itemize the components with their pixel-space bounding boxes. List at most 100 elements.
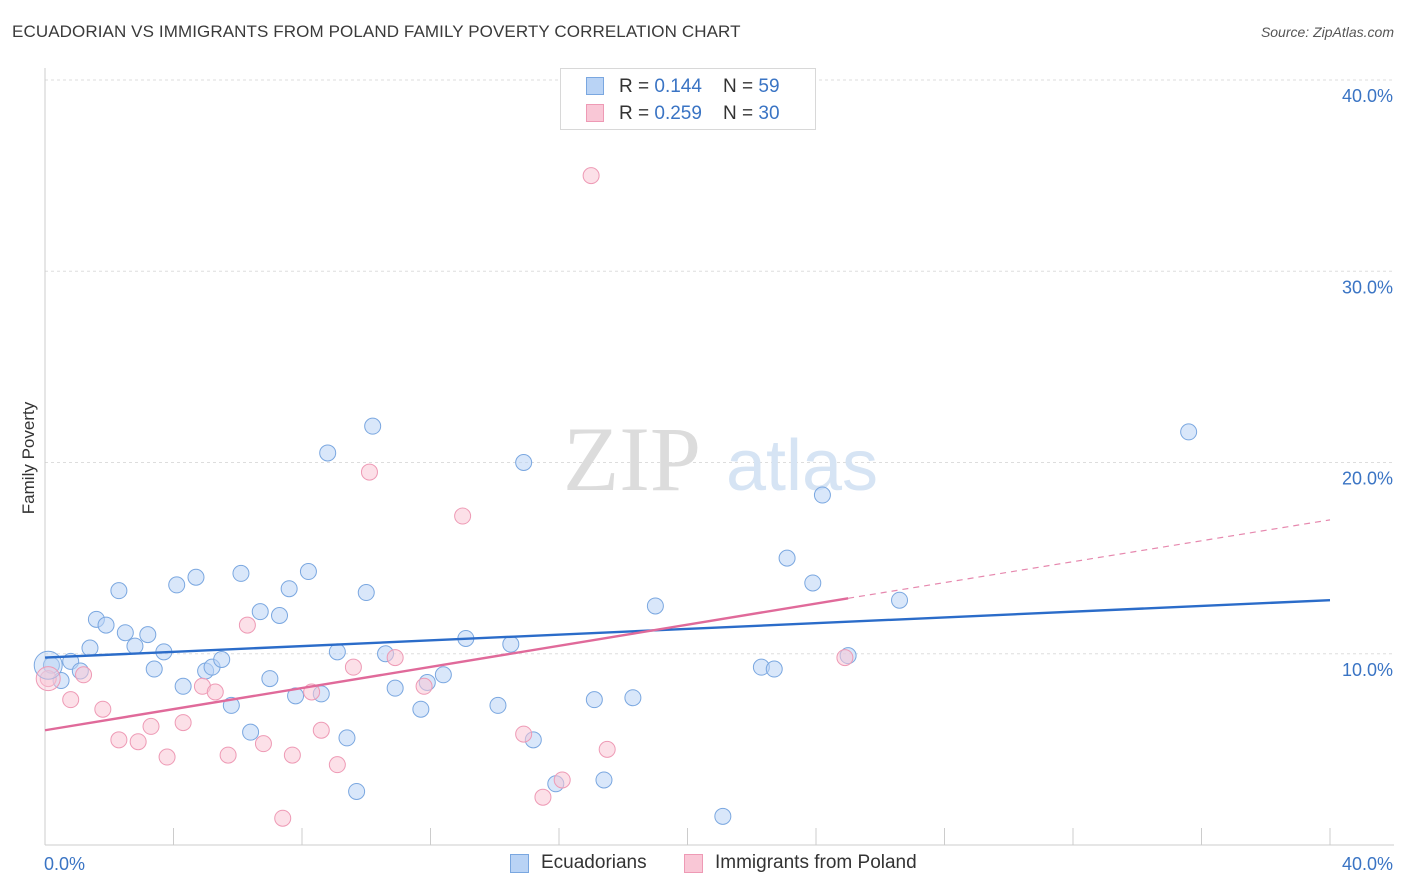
point-ecuadorians: [338, 729, 356, 747]
point-ecuadorians: [271, 607, 289, 624]
trend-line-ecuadorians: [44, 599, 1331, 659]
point-ecuadorians: [328, 643, 346, 661]
point-poland: [836, 649, 854, 667]
trend-line-poland-extension: [848, 519, 1331, 599]
y-tick-label: 40.0%: [1342, 86, 1393, 106]
point-ecuadorians: [187, 568, 205, 586]
point-poland: [142, 717, 160, 735]
point-ecuadorians: [287, 687, 305, 705]
point-poland: [582, 167, 600, 185]
point-ecuadorians: [319, 444, 337, 462]
point-poland: [515, 725, 533, 743]
point-ecuadorians: [891, 591, 909, 609]
point-ecuadorians: [261, 670, 279, 688]
legend-label-ecuadorians: Ecuadorians: [541, 852, 647, 873]
point-ecuadorians: [280, 580, 298, 598]
trend-line-poland: [44, 597, 849, 732]
point-poland: [62, 691, 80, 709]
point-poland: [328, 756, 346, 774]
legend-label-poland: Immigrants from Poland: [715, 852, 917, 873]
point-poland: [129, 733, 147, 751]
point-poland: [312, 721, 330, 739]
legend-swatch-poland: [586, 104, 604, 122]
point-ecuadorians: [595, 771, 613, 789]
point-poland: [454, 507, 472, 525]
point-ecuadorians: [145, 660, 163, 678]
point-ecuadorians: [357, 584, 375, 602]
point-poland: [598, 740, 616, 758]
point-ecuadorians: [116, 624, 134, 642]
point-ecuadorians: [804, 574, 822, 592]
point-ecuadorians: [502, 635, 520, 653]
point-ecuadorians: [714, 807, 732, 825]
legend-r-label: R =: [619, 103, 655, 124]
y-tick-label: 10.0%: [1342, 660, 1393, 680]
point-poland: [254, 735, 272, 753]
source-credit: Source: ZipAtlas.com: [1260, 24, 1394, 40]
correlation-legend: R = 0.144 N = 59 R = 0.259 N = 30: [560, 68, 816, 130]
legend-r-value: 0.144: [654, 76, 702, 97]
point-ecuadorians: [489, 696, 507, 714]
legend-r-value: 0.259: [654, 103, 702, 124]
point-ecuadorians: [251, 603, 269, 621]
point-ecuadorians: [515, 454, 533, 471]
point-poland: [110, 731, 128, 749]
legend-item-ecuadorians: Ecuadorians: [510, 852, 647, 874]
point-poland: [174, 714, 192, 732]
point-ecuadorians: [299, 563, 317, 581]
grid-lines: [45, 79, 1394, 655]
point-ecuadorians: [434, 666, 452, 684]
legend-n-value: 59: [758, 76, 780, 97]
point-poland: [553, 771, 571, 789]
point-ecuadorians: [624, 689, 642, 707]
legend-swatch-poland: [684, 853, 703, 873]
point-ecuadorians: [765, 660, 783, 678]
point-poland-cluster: [35, 666, 61, 692]
point-poland: [344, 658, 362, 676]
legend-n-label: N =: [723, 103, 759, 124]
trend-lines: [44, 519, 1331, 732]
legend-item-poland: Immigrants from Poland: [684, 852, 917, 874]
x-tick-label-min: 0.0%: [44, 854, 85, 874]
legend-r-label: R =: [619, 76, 655, 97]
point-ecuadorians: [412, 700, 430, 718]
watermark: ZIP atlas: [563, 408, 878, 510]
point-poland: [534, 788, 552, 806]
point-ecuadorians: [97, 616, 115, 634]
point-ecuadorians: [110, 582, 128, 600]
point-poland: [206, 683, 224, 701]
legend-swatch-ecuadorians: [510, 853, 529, 873]
point-ecuadorians: [242, 723, 260, 741]
point-poland: [386, 649, 404, 667]
point-ecuadorians: [213, 650, 231, 668]
watermark-zip: ZIP: [563, 408, 701, 510]
point-poland: [219, 746, 237, 764]
point-ecuadorians: [232, 564, 250, 582]
point-ecuadorians: [1180, 423, 1198, 441]
y-tick-label: 20.0%: [1342, 469, 1393, 489]
point-ecuadorians: [585, 691, 603, 709]
point-ecuadorians: [364, 417, 382, 435]
point-poland: [39, 670, 57, 688]
point-poland: [360, 463, 378, 481]
point-ecuadorians: [646, 597, 664, 615]
point-ecuadorians: [386, 679, 404, 697]
point-poland: [94, 700, 112, 718]
point-ecuadorians: [126, 637, 144, 655]
point-poland: [283, 746, 301, 764]
point-ecuadorians: [813, 486, 831, 504]
point-poland: [274, 809, 292, 827]
y-tick-label: 30.0%: [1342, 277, 1393, 297]
watermark-atlas: atlas: [726, 426, 878, 506]
axes: [44, 68, 1394, 846]
x-tick-label-max: 40.0%: [1342, 854, 1393, 874]
axis-labels: 10.0% 20.0% 30.0% 40.0% 0.0% 40.0% Family Pove…: [19, 86, 1393, 874]
point-ecuadorians: [81, 639, 99, 657]
legend-swatch-ecuadorians: [586, 77, 604, 95]
point-ecuadorians: [174, 677, 192, 695]
data-points: [33, 167, 1198, 827]
point-ecuadorians: [139, 626, 157, 644]
point-poland: [75, 666, 93, 684]
point-ecuadorians: [168, 576, 186, 594]
